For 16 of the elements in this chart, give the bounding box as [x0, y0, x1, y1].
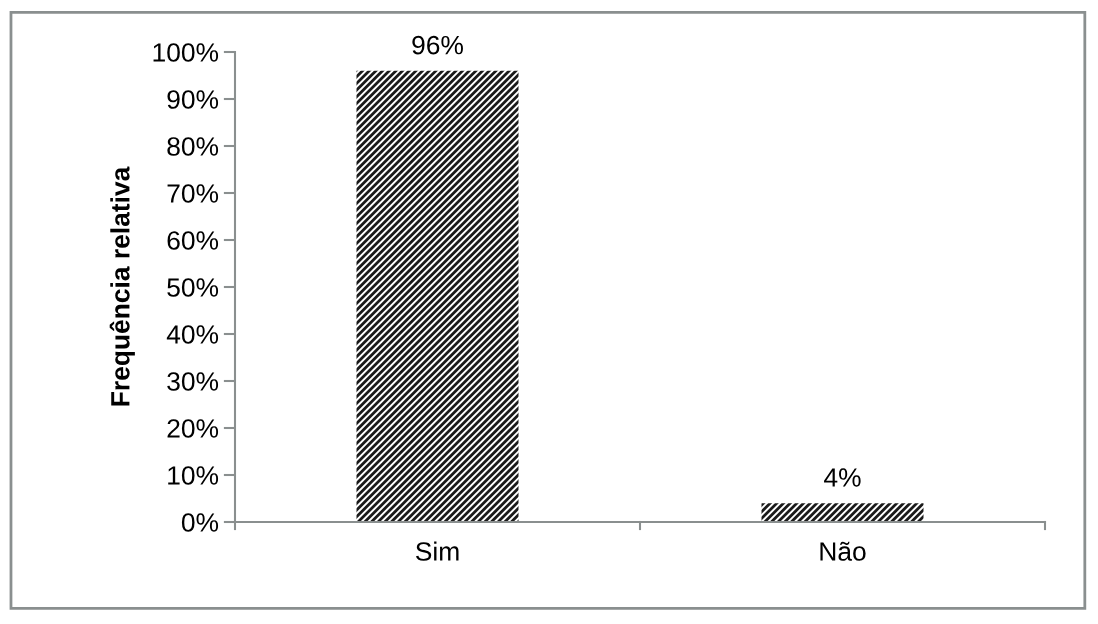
x-tick-label: Não [820, 541, 866, 561]
y-tick-label: 40% [166, 325, 219, 344]
y-tick-label: 60% [167, 231, 219, 250]
y-tick-label: 80% [167, 137, 219, 156]
y-tick-label: 70% [167, 184, 219, 203]
y-tick-label: 50% [167, 278, 219, 297]
y-axis-title: Frequência relativa [109, 166, 135, 406]
y-tick-label: 0% [181, 513, 219, 532]
data-label: 96% [412, 35, 463, 55]
x-tick-label: Sim [415, 541, 459, 561]
y-tick-label: 30% [167, 372, 219, 391]
y-tick-label: 10% [168, 466, 219, 485]
y-tick-label: 20% [167, 419, 219, 438]
data-label: 4% [824, 468, 861, 487]
y-tick-label: 90% [167, 90, 219, 109]
y-tick-label: 100% [153, 43, 219, 62]
